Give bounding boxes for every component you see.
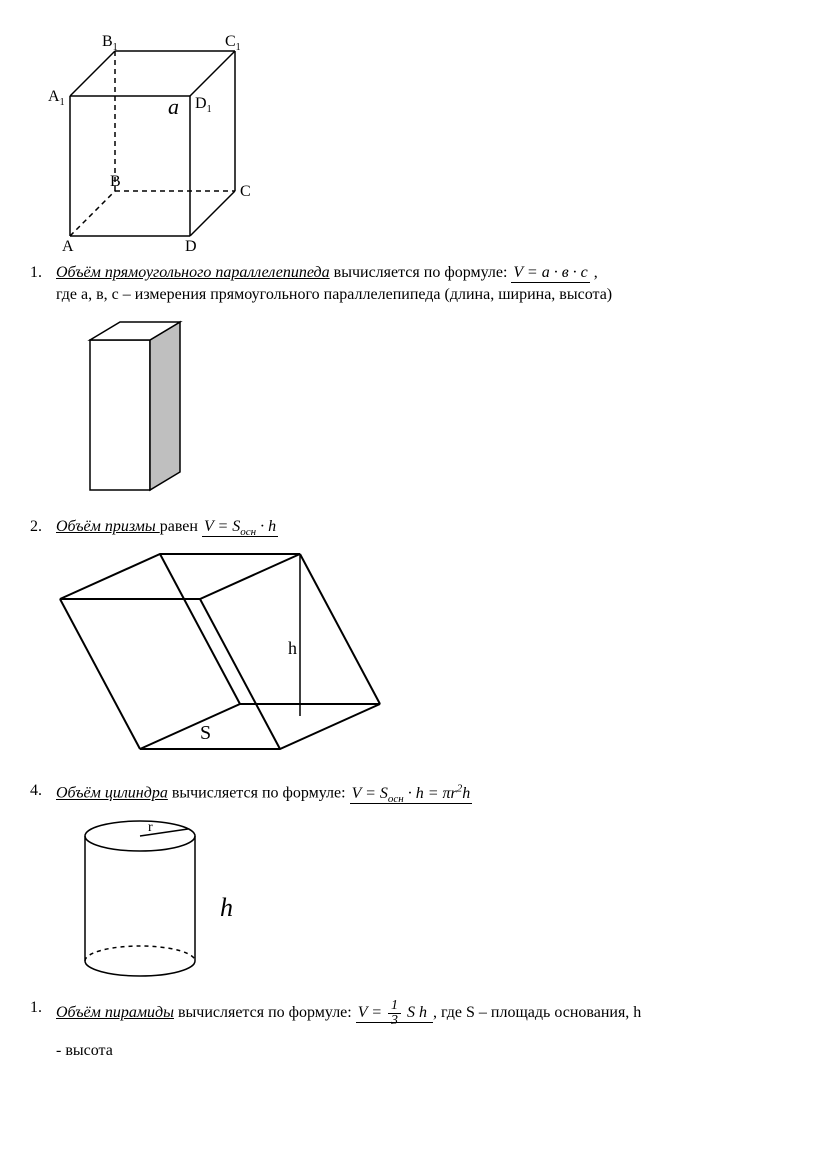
lbl-C1: C1 bbox=[225, 33, 241, 53]
lbl-B: B bbox=[110, 173, 121, 190]
cyl-h: h bbox=[220, 893, 233, 922]
item-4-num: 4. bbox=[30, 782, 56, 805]
item-pyr-num: 1. bbox=[30, 999, 56, 1060]
item-1-text1: вычисляется по формуле: bbox=[334, 264, 512, 281]
item-2-formula: V = Sосн · h bbox=[202, 518, 278, 537]
cylinder-diagram: r h bbox=[70, 811, 786, 991]
item-4: 4. Объём цилиндра вычисляется по формуле… bbox=[30, 782, 786, 805]
item-pyr-text1: вычисляется по формуле: bbox=[178, 1004, 356, 1021]
item-2-text1: равен bbox=[160, 518, 202, 535]
prism-S: S bbox=[200, 722, 211, 744]
lbl-A1: A1 bbox=[48, 88, 65, 108]
cube-svg: A B C D A1 B1 C1 D1 a bbox=[40, 26, 260, 256]
lbl-A: A bbox=[62, 238, 74, 255]
item-1: 1. Объём прямоугольного параллелепипеда … bbox=[30, 264, 786, 304]
item-pyramid: 1. Объём пирамиды вычисляется по формуле… bbox=[30, 999, 786, 1060]
item-4-term: Объём цилиндра bbox=[56, 785, 168, 802]
item-pyr-comma: , bbox=[433, 1004, 441, 1021]
item-1-term: Объём прямоугольного параллелепипеда bbox=[56, 264, 330, 281]
prism-svg: h S bbox=[40, 544, 420, 774]
item-2: 2. Объём призмы равен V = Sосн · h bbox=[30, 518, 786, 538]
item-2-term: Объём призмы bbox=[56, 518, 160, 535]
prism-h: h bbox=[288, 638, 297, 658]
lbl-C: C bbox=[240, 183, 251, 200]
item-pyr-text3: - высота bbox=[56, 1042, 786, 1060]
item-pyr-formula: V = 13 S h bbox=[356, 1004, 433, 1023]
box-svg bbox=[70, 310, 220, 510]
cyl-r: r bbox=[148, 820, 153, 835]
item-1-num: 1. bbox=[30, 264, 56, 304]
item-1-text2: где а, в, с – измерения прямоугольного п… bbox=[56, 286, 786, 304]
cube-diagram: A B C D A1 B1 C1 D1 a bbox=[40, 26, 786, 256]
lbl-D1: D1 bbox=[195, 95, 212, 115]
item-2-num: 2. bbox=[30, 518, 56, 538]
item-1-formula: V = a · в · c bbox=[511, 264, 589, 283]
prism-diagram: h S bbox=[40, 544, 786, 774]
item-1-comma: , bbox=[594, 264, 598, 281]
lbl-B1: B1 bbox=[102, 33, 118, 53]
lbl-a: a bbox=[168, 94, 179, 119]
box-diagram bbox=[70, 310, 786, 510]
item-4-text1: вычисляется по формуле: bbox=[172, 785, 350, 802]
item-pyr-text2: где S – площадь основания, h bbox=[441, 1004, 641, 1021]
item-4-formula: V = Sосн · h = πr2h bbox=[350, 785, 473, 804]
lbl-D: D bbox=[185, 238, 197, 255]
item-pyr-term: Объём пирамиды bbox=[56, 1004, 174, 1021]
cylinder-svg: r h bbox=[70, 811, 270, 991]
